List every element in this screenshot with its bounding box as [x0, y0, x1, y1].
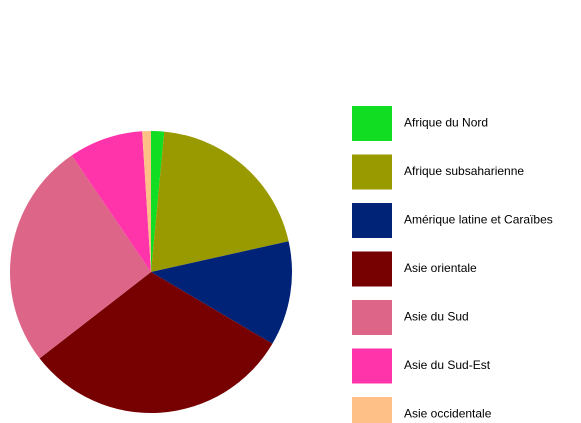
pie-slice [151, 131, 289, 272]
pie-slice [151, 131, 165, 272]
legend-label: Afrique du Nord [404, 116, 488, 130]
legend-swatch [352, 203, 392, 238]
pie-slice [9, 155, 152, 359]
legend-label: Amérique latine et Caraïbes [404, 213, 553, 227]
legend-label: Asie occidentale [404, 407, 492, 421]
legend-swatch [352, 154, 392, 190]
legend-label: Asie du Sud [404, 310, 469, 324]
legend-swatch [352, 106, 392, 141]
pie-slice [142, 131, 151, 272]
legend-label: Asie orientale [404, 261, 477, 275]
pie-slice [151, 241, 292, 344]
pie-slice [39, 272, 273, 414]
legend-swatch [352, 348, 392, 384]
legend-swatch [352, 397, 392, 423]
legend-label: Asie du Sud-Est [404, 358, 491, 372]
pie-slice [71, 131, 151, 272]
legend-swatch [352, 300, 392, 335]
legend-swatch [352, 251, 392, 287]
legend-label: Afrique subsaharienne [404, 164, 524, 178]
